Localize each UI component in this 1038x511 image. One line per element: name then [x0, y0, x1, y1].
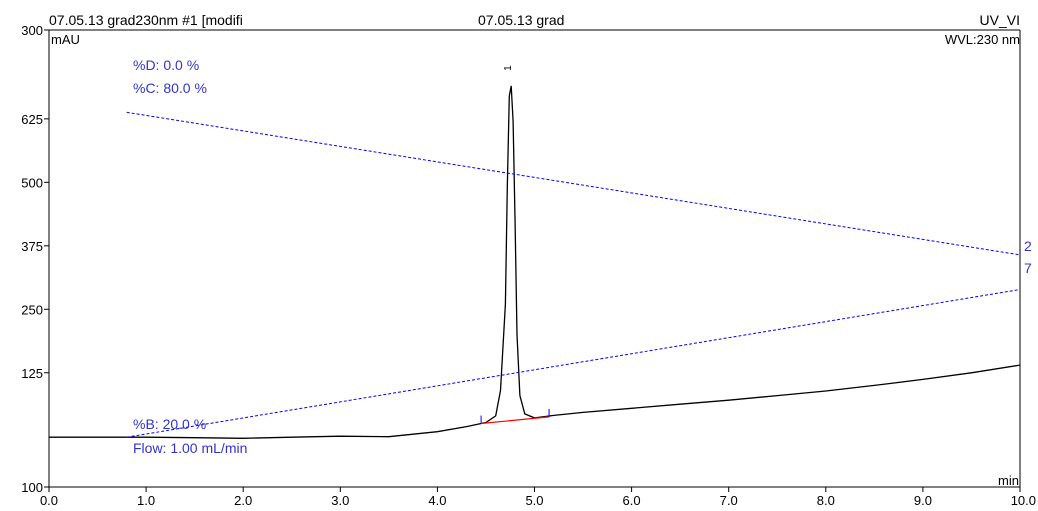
- marker-layer: 1: [480, 65, 550, 424]
- peak-baseline-line: [481, 416, 550, 425]
- y-tick-label: 500: [21, 175, 43, 190]
- x-tick-label: 4.0: [428, 493, 446, 508]
- gradient-C-line: [126, 111, 1021, 256]
- right-label-bottom: 7: [1024, 260, 1032, 276]
- y-tick-label: 250: [21, 302, 43, 317]
- y-tick-label: 625: [21, 112, 43, 127]
- x-tick-label: 0.0: [40, 493, 58, 508]
- x-tick-label: 7.0: [720, 493, 738, 508]
- x-tick-label: 10.0: [1011, 493, 1036, 508]
- series-layer: [49, 85, 1021, 439]
- pct-b-label: %B: 20.0 %: [133, 416, 206, 432]
- y-tick-label: 375: [21, 239, 43, 254]
- right-label-top: 2: [1024, 238, 1032, 254]
- peak-number-label: 1: [503, 65, 514, 71]
- x-tick-label: 6.0: [623, 493, 641, 508]
- gradient-B-line: [126, 289, 1021, 438]
- x-tick-label: 8.0: [817, 493, 835, 508]
- x-tick-label: 1.0: [137, 493, 155, 508]
- wavelength-label: WVL:230 nm: [945, 32, 1020, 47]
- header-title-mid: 07.05.13 grad: [478, 12, 564, 28]
- y-tick-label: 100: [21, 480, 43, 495]
- x-tick-label: 5.0: [525, 493, 543, 508]
- x-tick-label: 3.0: [331, 493, 349, 508]
- y-axis-ticks: 100 125 250 375 500 625 300: [21, 23, 49, 495]
- chromatogram-line: [49, 85, 1021, 439]
- header-title-left: 07.05.13 grad230nm #1 [modifi: [49, 12, 243, 28]
- x-tick-label: 2.0: [234, 493, 252, 508]
- x-axis-ticks: 0.0 1.0 2.0 3.0 4.0 5.0 6.0 7.0 8.0 9.0 10.0: [40, 487, 1036, 508]
- pct-d-label: %D: 0.0 %: [133, 57, 199, 73]
- x-tick-label: 9.0: [914, 493, 932, 508]
- y-tick-label: 125: [21, 366, 43, 381]
- y-unit-label: mAU: [51, 32, 80, 47]
- pct-c-label: %C: 80.0 %: [133, 80, 207, 96]
- flow-label: Flow: 1.00 mL/min: [133, 440, 247, 456]
- y-tick-label: 300: [21, 23, 43, 38]
- x-unit-label: min: [998, 473, 1019, 488]
- header-title-right: UV_VI: [980, 12, 1020, 28]
